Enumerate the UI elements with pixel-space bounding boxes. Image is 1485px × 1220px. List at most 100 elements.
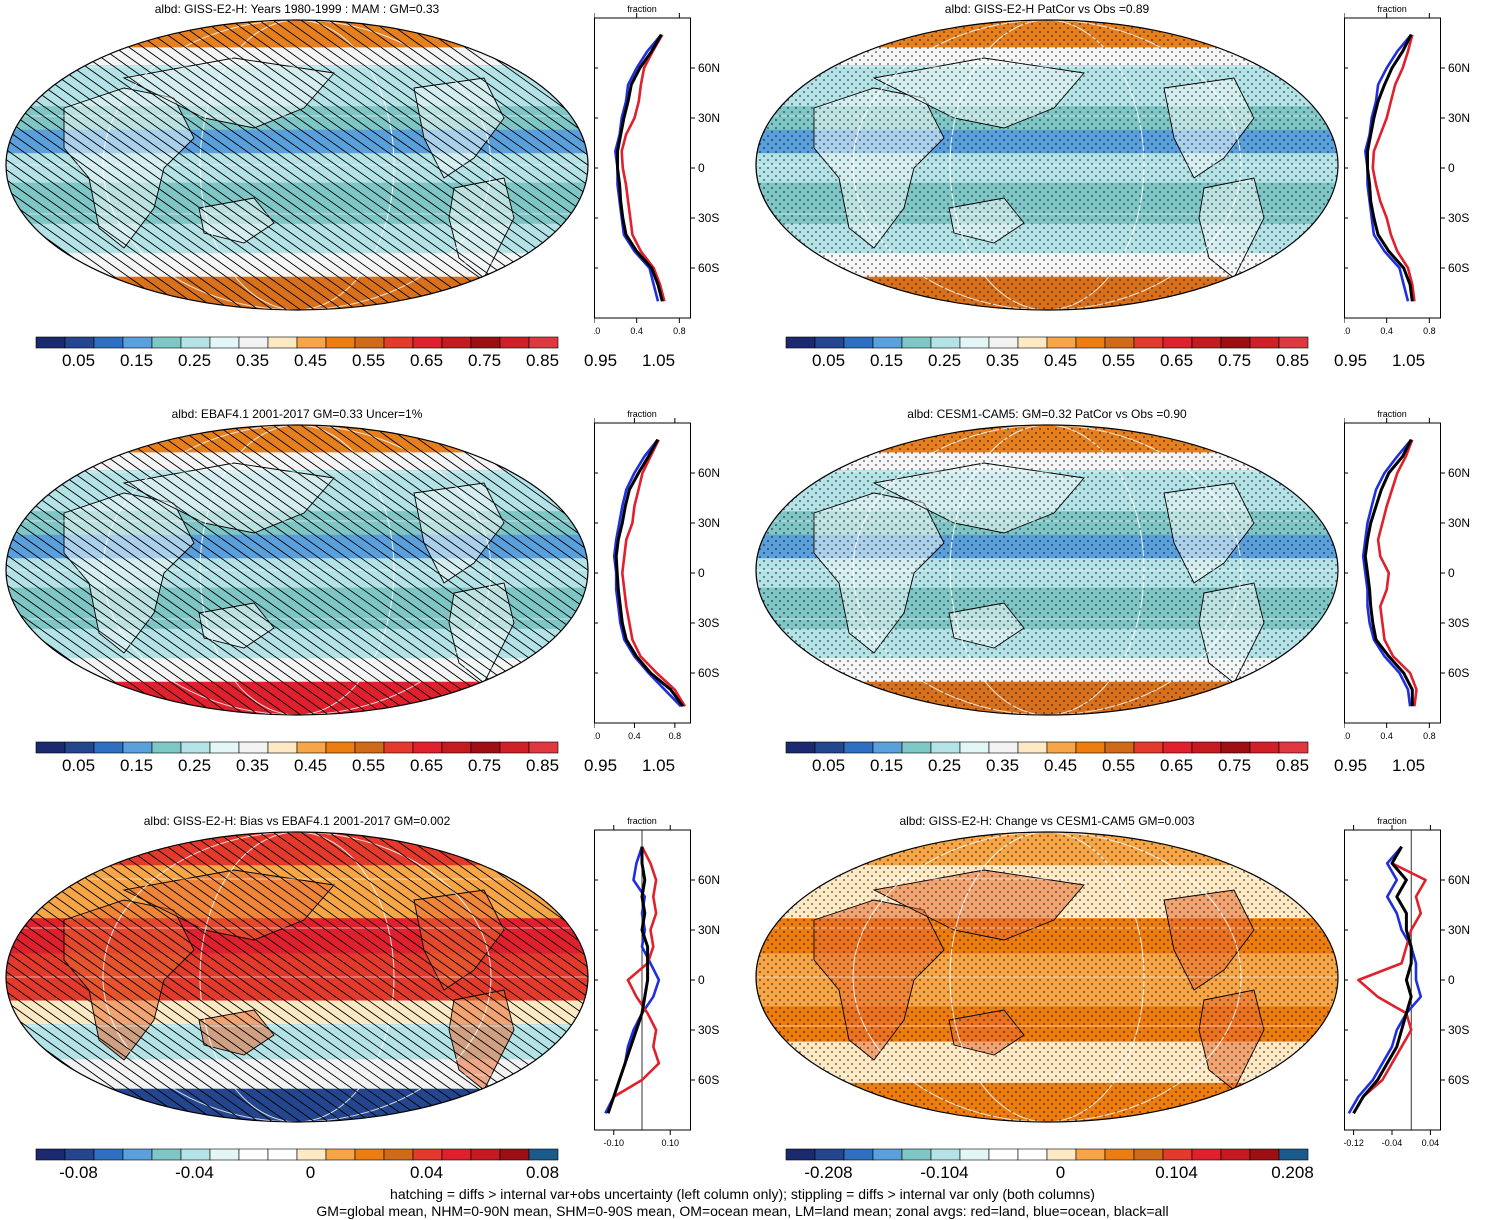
colorbar-swatch: [1220, 336, 1251, 349]
colorbar-swatch: [35, 741, 66, 754]
colorbar-swatch: [238, 336, 269, 349]
zonal-line-ocean: [1347, 845, 1423, 1114]
zonal-x-tick: 0.0: [594, 731, 600, 741]
colorbar-label: 0.95: [1333, 351, 1368, 370]
map-plot: [755, 19, 1339, 311]
colorbar-label: 0.104: [1155, 1163, 1198, 1182]
colorbar-labels: 0.05 0.15 0.25 0.35 0.45 0.55 0.65 0.75 0.85 0.95…: [785, 756, 1425, 778]
map-title: albd: EBAF4.1 2001-2017 GM=0.33 Uncer=1%: [171, 407, 423, 421]
lat-label: 30S: [698, 211, 719, 225]
zonal-title: fraction: [1377, 4, 1407, 14]
colorbar-swatch: [814, 1148, 845, 1161]
lat-label: 0: [698, 973, 705, 987]
lat-label: 30N: [698, 516, 720, 530]
panel-cesm-patcor: albd: CESM1-CAM5: GM=0.32 PatCor vs Obs …: [750, 405, 1485, 805]
colorbar-swatch: [785, 1148, 816, 1161]
zonal-x-tick: 0.4: [628, 731, 641, 741]
colorbar-label: 0.08: [525, 1163, 560, 1182]
zonal-x-tick: 0.8: [1423, 731, 1436, 741]
colorbar-swatch: [441, 336, 472, 349]
colorbar-swatch: [1249, 336, 1280, 349]
colorbar-label: 0.45: [293, 351, 328, 370]
lat-label: 60S: [1448, 666, 1469, 680]
colorbar: [35, 1148, 559, 1161]
zonal-x-tick: 0.04: [1422, 1138, 1440, 1148]
lat-label: 30S: [698, 1023, 719, 1037]
lat-label: 30N: [698, 111, 720, 125]
colorbar-swatch: [296, 741, 327, 754]
colorbar-label: 0.35: [235, 351, 270, 370]
zonal-title: fraction: [1377, 816, 1407, 826]
colorbar-swatch: [499, 336, 530, 349]
lat-label: 30S: [698, 616, 719, 630]
colorbar-swatch: [1191, 1148, 1222, 1161]
zonal-x-tick: 0.0: [1344, 326, 1350, 336]
colorbar-swatch: [1046, 336, 1077, 349]
lat-label: 60S: [698, 666, 719, 680]
colorbar-swatch: [785, 741, 816, 754]
zonal-mean-plot: fraction 60N 30N 0 30S 60S 0.0 0.4 0.8: [1344, 409, 1470, 741]
zonal-x-tick: 0.10: [661, 1138, 679, 1148]
colorbar-label: 0.45: [1043, 756, 1078, 775]
colorbar-label: 0.55: [351, 351, 386, 370]
colorbar-swatch: [1191, 336, 1222, 349]
colorbar-swatch: [843, 741, 874, 754]
colorbar-swatch: [325, 741, 356, 754]
colorbar-swatch: [1162, 336, 1193, 349]
colorbar-swatch: [814, 336, 845, 349]
lat-label: 60N: [698, 466, 720, 480]
colorbar-swatch: [93, 741, 124, 754]
zonal-mean-plot: fraction 60N 30N 0 30S 60S -0.10 0.10: [594, 816, 720, 1148]
map-title: albd: CESM1-CAM5: GM=0.32 PatCor vs Obs …: [907, 407, 1187, 421]
footer-note-2: GM=global mean, NHM=0-90N mean, SHM=0-90…: [316, 1203, 1169, 1219]
zonal-x-tick: 0.8: [1423, 326, 1436, 336]
colorbar-label: 0.05: [61, 756, 96, 775]
lat-label: 30S: [1448, 616, 1469, 630]
colorbar-label: 1.05: [641, 351, 676, 370]
colorbar-swatch: [959, 1148, 990, 1161]
zonal-line-land: [606, 846, 661, 1114]
colorbar-swatch: [1278, 741, 1309, 754]
colorbar-swatch: [1104, 336, 1135, 349]
colorbar-labels: -0.08 -0.04 0 0.04 0.08: [35, 1163, 560, 1185]
map-plot: [5, 831, 589, 1123]
colorbar-swatch: [901, 1148, 932, 1161]
colorbar-label: 0.65: [1159, 351, 1194, 370]
panel-giss-patcor: albd: GISS-E2-H PatCor vs Obs =0.89 0.05 0…: [750, 0, 1485, 400]
colorbar-swatch: [441, 1148, 472, 1161]
colorbar-swatch: [1046, 1148, 1077, 1161]
colorbar-swatch: [354, 1148, 385, 1161]
colorbar: [35, 336, 559, 349]
colorbar-swatch: [901, 741, 932, 754]
colorbar-swatch: [872, 741, 903, 754]
colorbar-swatch: [988, 336, 1019, 349]
colorbar-label: 0.95: [1333, 756, 1368, 775]
colorbar-label: 0.05: [61, 351, 96, 370]
colorbar-swatch: [383, 336, 414, 349]
colorbar-swatch: [959, 336, 990, 349]
colorbar-label: 0.15: [869, 351, 904, 370]
zonal-x-tick: -0.10: [604, 1138, 625, 1148]
colorbar-label: 0.15: [119, 351, 154, 370]
colorbar-swatch: [1104, 741, 1135, 754]
colorbar-label: 0.45: [293, 756, 328, 775]
colorbar-label: 0.55: [1101, 351, 1136, 370]
zonal-line-all: [614, 438, 685, 708]
colorbar-swatch: [1220, 1148, 1251, 1161]
colorbar-label: 0.25: [177, 351, 212, 370]
zonal-x-tick: 0.4: [630, 326, 643, 336]
zonal-line-ocean: [604, 846, 661, 1114]
colorbar-label: 0: [305, 1163, 316, 1182]
zonal-line-land: [620, 34, 666, 302]
zonal-x-tick: 0.4: [1380, 326, 1393, 336]
colorbar-label: 0.35: [985, 756, 1020, 775]
zonal-line-all: [1366, 34, 1414, 302]
colorbar-swatch: [354, 741, 385, 754]
colorbar-swatch: [470, 1148, 501, 1161]
colorbar-swatch: [814, 741, 845, 754]
colorbar-label: 0.75: [467, 351, 502, 370]
colorbar-swatch: [1017, 1148, 1048, 1161]
colorbar-swatch: [1220, 741, 1251, 754]
colorbar-label: 0.05: [811, 351, 846, 370]
zonal-title: fraction: [1377, 409, 1407, 419]
